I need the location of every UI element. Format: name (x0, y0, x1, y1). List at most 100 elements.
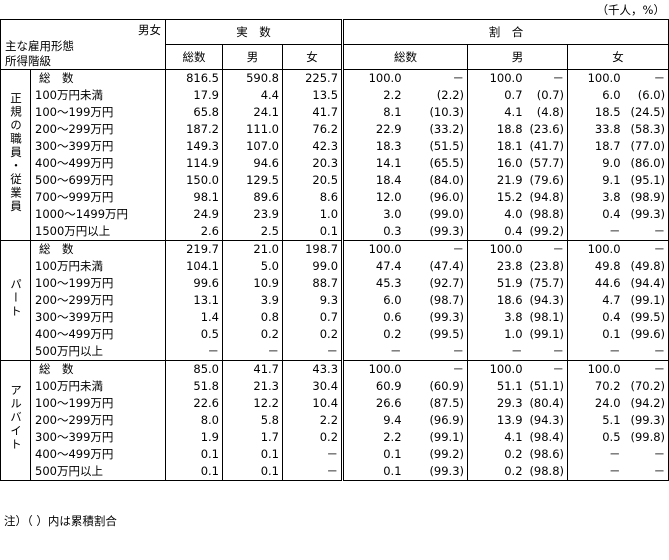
corner-left: 主な雇用形態 (5, 39, 74, 53)
cell: 18.6 (467, 292, 526, 309)
cell: 15.2 (467, 189, 526, 206)
cell: － (222, 343, 283, 361)
cell: 22.6 (165, 395, 223, 412)
cell: － (567, 343, 624, 361)
row-label: 400～499万円 (30, 446, 166, 463)
cell: (98.8) (525, 463, 568, 481)
cell: 590.8 (222, 69, 283, 87)
cell: 2.5 (222, 223, 283, 241)
table-row: 200～299万円 187.2 111.0 76.2 22.9 (33.2) 18.8 (23… (1, 121, 669, 138)
cell: 76.2 (281, 121, 343, 138)
cell: 9.0 (567, 155, 624, 172)
cell: 23.8 (467, 258, 526, 275)
cell: 149.3 (165, 138, 223, 155)
cell: (2.2) (436, 88, 465, 102)
cell: 0.1 (222, 446, 283, 463)
cell: － (623, 240, 669, 258)
cell: (99.0) (429, 207, 465, 221)
cell: 18.8 (467, 121, 526, 138)
cell: (99.3) (623, 206, 669, 223)
cell: 816.5 (165, 69, 223, 87)
cell: 60.9 (341, 378, 405, 395)
column-header: 女 (281, 44, 344, 70)
cell: 29.3 (467, 395, 526, 412)
cell: 100.0 (567, 240, 624, 258)
table-row: 200～299万円 8.0 5.8 2.2 9.4 (96.9) 13.9 (94.3) 5.1… (1, 412, 669, 429)
cell: (60.9) (429, 379, 465, 393)
group-label: アルバイト (0, 360, 31, 481)
table-row: 500～699万円 150.0 129.5 20.5 18.4 (84.0) 21.9 (79… (1, 172, 669, 189)
group-label-text: パート (9, 277, 23, 319)
table-row: 400～499万円 0.1 0.1 － 0.1 (99.2) 0.2 (98.6) －－ (1, 446, 669, 463)
cell: 1.0 (281, 206, 343, 223)
cell: 3.9 (222, 292, 283, 309)
cell: 8.1 (341, 104, 405, 121)
row-label: 300～399万円 (30, 429, 166, 446)
cell: 100.0 (467, 360, 526, 378)
cell: (58.3) (623, 121, 669, 138)
cell: － (281, 343, 343, 361)
table-row: 100～199万円 65.8 24.1 41.7 8.1 (10.3) 4.1 (4.8) 18… (1, 104, 669, 121)
table-row: 1000～1499万円 24.9 23.9 1.0 3.0 (99.0) 4.0 (98.8)… (1, 206, 669, 223)
cell: － (623, 223, 669, 241)
cell: (94.4) (623, 275, 669, 292)
row-label: 総 数 (30, 240, 166, 258)
cell: 26.6 (341, 395, 405, 412)
cell: 100.0 (341, 240, 405, 258)
cell: (99.3) (404, 463, 468, 481)
cell: － (623, 463, 669, 481)
corner-top: 男女 (138, 23, 161, 37)
cell: 94.6 (222, 155, 283, 172)
cell: 219.7 (165, 240, 223, 258)
cell: (86.0) (623, 155, 669, 172)
row-label: 300～399万円 (30, 309, 166, 326)
table-row: 300～399万円 1.9 1.7 0.2 2.2 (99.1) 4.1 (98.4) 0.5(… (1, 429, 669, 446)
table-row: 400～499万円 114.9 94.6 20.3 14.1 (65.5) 16.0 (57.… (1, 155, 669, 172)
cell: 2.2 (341, 87, 405, 104)
cell: 99.6 (165, 275, 223, 292)
cell: 98.1 (165, 189, 223, 206)
cell: (0.7) (536, 88, 565, 102)
cell: 21.9 (467, 172, 526, 189)
cell: 0.3 (341, 223, 405, 241)
cell: 5.0 (222, 258, 283, 275)
column-header: 男 (467, 44, 569, 70)
cell: (99.8) (623, 429, 669, 446)
cell: 0.2 (281, 429, 343, 446)
table-row: アルバイト総 数 85.0 41.7 43.3 100.0 － 100.0 － 100.0 － (0, 360, 669, 481)
cell: － (567, 223, 624, 241)
cell: (92.7) (429, 276, 465, 290)
cell: (99.3) (623, 412, 669, 429)
cell: 49.8 (567, 258, 624, 275)
cell: (47.4) (429, 259, 465, 273)
cell: － (404, 343, 468, 361)
cell: 16.0 (467, 155, 526, 172)
column-header: 女 (567, 44, 669, 70)
cell: 43.3 (281, 360, 343, 378)
cell: 18.3 (341, 138, 405, 155)
cell: 51.9 (467, 275, 526, 292)
cell: 12.0 (341, 189, 405, 206)
cell: 20.3 (281, 155, 343, 172)
table-row: 1500万円以上 2.6 2.5 0.1 0.3 (99.3) 0.4 (99.2) －－ (1, 223, 669, 241)
cell: 42.3 (281, 138, 343, 155)
cell: 129.5 (222, 172, 283, 189)
cell: (99.2) (525, 223, 568, 241)
row-label: 100～199万円 (30, 275, 166, 292)
cell: (99.3) (429, 310, 465, 324)
cell: 100.0 (341, 69, 405, 87)
cell: 21.3 (222, 378, 283, 395)
cell: － (623, 343, 669, 361)
cell: 0.1 (281, 223, 343, 241)
cell: (70.2) (623, 378, 669, 395)
cell: 150.0 (165, 172, 223, 189)
corner-left: 所得階級 (5, 54, 51, 68)
cell: 1.9 (165, 429, 223, 446)
cell: 45.3 (341, 275, 405, 292)
cell: － (404, 240, 468, 258)
cell: － (623, 69, 669, 87)
row-label: 700～999万円 (30, 189, 166, 206)
cell: － (567, 446, 624, 463)
cell: － (525, 360, 568, 378)
cell: 0.5 (165, 326, 223, 343)
